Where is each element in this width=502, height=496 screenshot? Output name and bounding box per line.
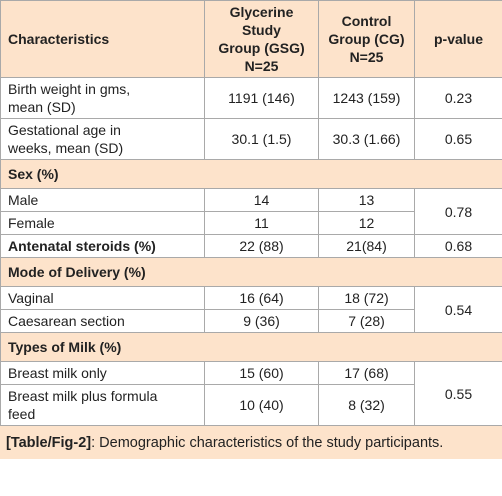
cell: 8 (32) [318, 384, 415, 426]
cell: 18 (72) [318, 286, 415, 310]
section-cell: Types of Milk (%) [0, 332, 502, 362]
cell: 1243 (159) [318, 77, 415, 119]
cell: 0.65 [414, 118, 502, 160]
row: Female 11 12 [0, 211, 502, 235]
row: Male 14 13 0.78 [0, 188, 502, 235]
section-cell: Sex (%) [0, 159, 502, 189]
section-row: Types of Milk (%) [0, 332, 502, 362]
cell: 13 [318, 188, 415, 212]
cell: 1191 (146) [204, 77, 319, 119]
cell: Breast milk plus formula feed [0, 384, 205, 426]
cell: 30.3 (1.66) [318, 118, 415, 160]
section-cell: Mode of Delivery (%) [0, 257, 502, 287]
cell: 21(84) [318, 234, 415, 258]
caption-text: : Demographic characteristics of the stu… [91, 434, 444, 451]
row: Birth weight in gms, mean (SD) 1191 (146)… [0, 77, 502, 119]
section-row: Sex (%) [0, 159, 502, 189]
cell: 17 (68) [318, 361, 415, 385]
row: Caesarean section 9 (36) 7 (28) [0, 309, 502, 333]
cell: 7 (28) [318, 309, 415, 333]
cell: 10 (40) [204, 384, 319, 426]
row: Antenatal steroids (%) 22 (88) 21(84) 0.68 [0, 234, 502, 258]
header-cell: Glycerine Study Group (GSG) N=25 [204, 0, 319, 78]
cell: Male [0, 188, 205, 212]
cell: Vaginal [0, 286, 205, 310]
cell: 0.68 [414, 234, 502, 258]
caption: [Table/Fig-2]: Demographic characteristi… [0, 426, 502, 459]
header-row: Characteristics Glycerine Study Group (G… [0, 0, 502, 78]
cell: 9 (36) [204, 309, 319, 333]
section-row: Mode of Delivery (%) [0, 257, 502, 287]
row: Breast milk only 15 (60) 17 (68) 0.55 [0, 361, 502, 426]
cell: 11 [204, 211, 319, 235]
cell: Birth weight in gms, mean (SD) [0, 77, 205, 119]
cell: 0.54 [414, 286, 502, 333]
row: Breast milk plus formula feed 10 (40) 8 (3… [0, 384, 502, 426]
cell: 12 [318, 211, 415, 235]
cell: 30.1 (1.5) [204, 118, 319, 160]
cell: 0.23 [414, 77, 502, 119]
caption-label: [Table/Fig-2] [6, 434, 92, 451]
header-cell: p-value [414, 0, 502, 78]
cell: Caesarean section [0, 309, 205, 333]
cell: Female [0, 211, 205, 235]
cell: Gestational age in weeks, mean (SD) [0, 118, 205, 160]
cell: Breast milk only [0, 361, 205, 385]
data-table: Characteristics Glycerine Study Group (G… [0, 0, 502, 426]
cell: Antenatal steroids (%) [0, 234, 205, 258]
cell: 16 (64) [204, 286, 319, 310]
cell: 15 (60) [204, 361, 319, 385]
cell: 14 [204, 188, 319, 212]
cell: 0.78 [414, 188, 502, 235]
row: Vaginal 16 (64) 18 (72) 0.54 [0, 286, 502, 333]
cell: 0.55 [414, 361, 502, 426]
row: Gestational age in weeks, mean (SD) 30.1 … [0, 118, 502, 160]
header-cell: Control Group (CG) N=25 [318, 0, 415, 78]
cell: 22 (88) [204, 234, 319, 258]
header-cell: Characteristics [0, 0, 205, 78]
